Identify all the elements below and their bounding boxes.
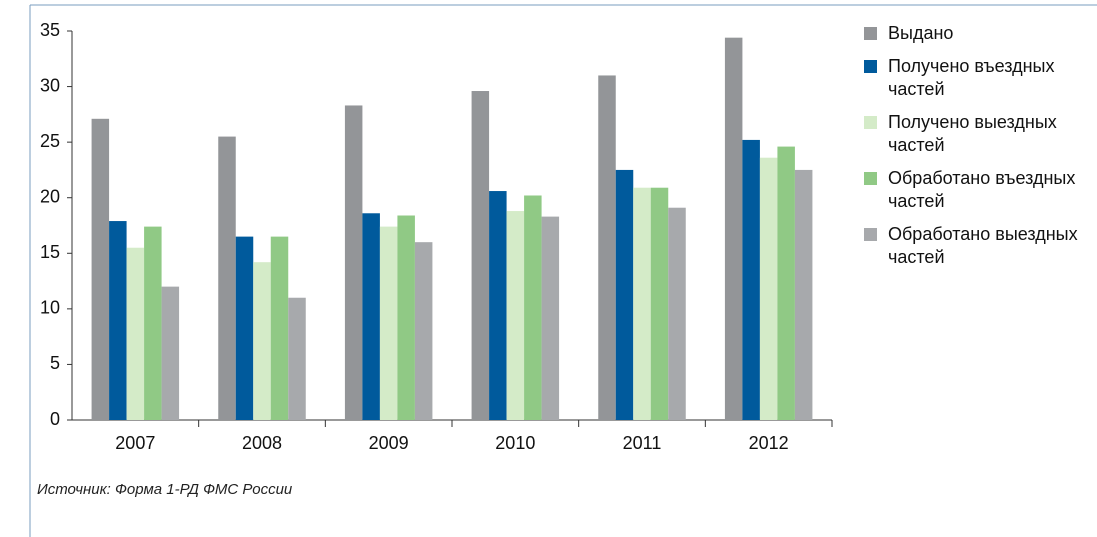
legend-swatch [864,60,877,73]
x-tick-label: 2009 [369,433,409,453]
bar [288,297,306,420]
bar [235,236,254,420]
bar [471,91,490,420]
legend-item: Выдано [864,22,1089,45]
bar [668,207,686,420]
bar [397,215,415,420]
legend-label: Обработано выездных частей [888,224,1078,267]
bar [414,242,433,420]
bar [91,118,110,420]
y-tick-label: 15 [40,242,60,262]
legend-label: Обработано въездных частей [888,168,1076,211]
legend-label: Выдано [888,23,954,43]
x-tick-label: 2010 [495,433,535,453]
bar [724,37,743,420]
x-tick-label: 2012 [749,433,789,453]
bar [598,75,616,420]
legend-label: Получено въездных частей [888,56,1055,99]
legend: Выдано Получено въездных частей Получено в… [864,22,1089,279]
bar [144,226,162,420]
y-tick-label: 10 [40,298,60,318]
bar [742,139,760,421]
x-tick-label: 2008 [242,433,282,453]
y-tick-label: 25 [40,131,60,151]
bar [218,136,236,421]
x-tick-label: 2011 [623,433,662,453]
legend-item: Получено въездных частей [864,55,1089,101]
bar [253,262,271,420]
bar [270,236,289,420]
bar [161,286,180,420]
y-tick-label: 35 [40,20,60,40]
y-tick-label: 0 [50,409,60,429]
bar [126,247,145,420]
y-tick-label: 30 [40,75,60,95]
bar [379,226,398,420]
y-tick-label: 20 [40,186,60,206]
legend-swatch [864,228,877,241]
bar [650,187,669,420]
legend-item: Обработано выездных частей [864,223,1089,269]
bar [759,157,778,420]
legend-item: Обработано въездных частей [864,167,1089,213]
x-tick-label: 2007 [115,433,155,453]
bar [633,187,651,420]
bar [615,169,634,420]
legend-item: Получено выездных частей [864,111,1089,157]
legend-swatch [864,27,877,40]
bar [489,191,507,420]
legend-swatch [864,172,877,185]
bar [777,146,795,421]
bar [109,221,127,420]
bar [524,195,542,420]
bar [362,213,380,420]
bar [541,216,560,420]
legend-label: Получено выездных частей [888,112,1057,155]
bar [344,105,363,421]
bar [506,211,525,420]
bar [794,169,813,420]
legend-swatch [864,116,877,129]
source: Источник: Форма 1-РД ФМС России [37,481,293,498]
y-tick-label: 5 [50,353,60,373]
